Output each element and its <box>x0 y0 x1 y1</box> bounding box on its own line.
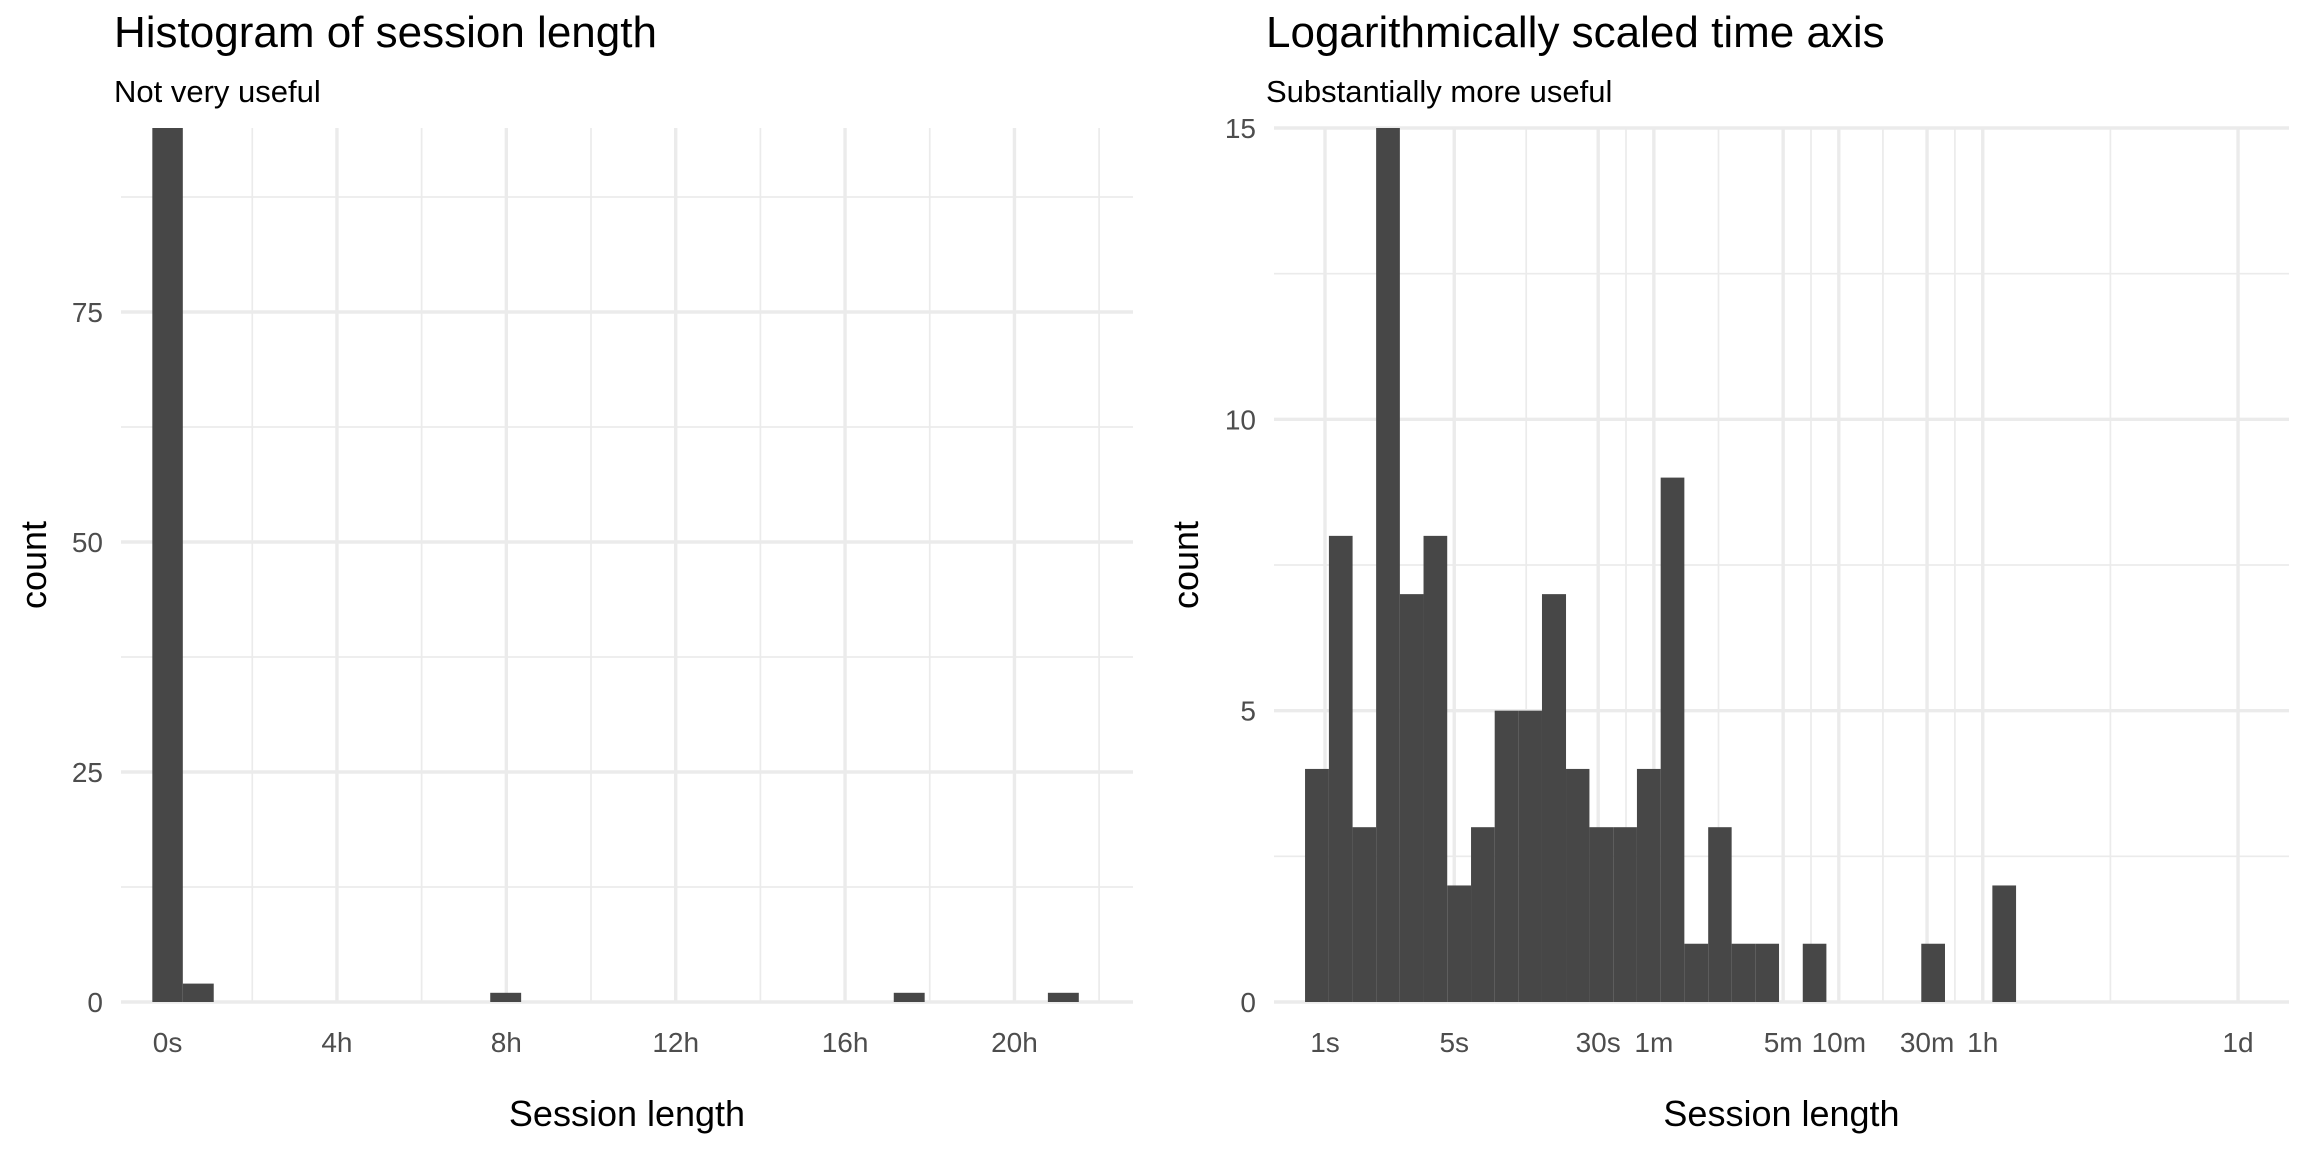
right-histogram-bar <box>1447 885 1472 1002</box>
left-x-tick-label: 16h <box>822 1027 869 1058</box>
right-histogram-bar <box>1494 710 1519 1002</box>
right-histogram-bar <box>1684 943 1709 1002</box>
right-histogram-bar <box>1518 710 1542 1002</box>
right-histogram-bar <box>1660 477 1685 1003</box>
right-x-tick-label: 1d <box>2222 1027 2253 1058</box>
left-chart-title: Histogram of session length <box>114 8 657 57</box>
left-x-tick-label: 20h <box>991 1027 1038 1058</box>
right-x-tick-label: 1h <box>1967 1027 1998 1058</box>
right-histogram-bar <box>1636 768 1661 1002</box>
right-chart-subtitle: Substantially more useful <box>1266 74 1613 109</box>
right-y-axis-title: count <box>1165 521 1206 609</box>
right-histogram-bar <box>1423 535 1448 1002</box>
left-x-tick-label: 4h <box>321 1027 352 1058</box>
right-histogram-bar <box>1328 535 1353 1002</box>
right-histogram-bar <box>1802 943 1827 1002</box>
left-y-tick-label: 0 <box>87 987 103 1018</box>
right-chart-title: Logarithmically scaled time axis <box>1266 8 1885 57</box>
right-histogram-bar <box>1755 943 1780 1002</box>
right-histogram-bar <box>1376 128 1400 1002</box>
left-histogram-bar <box>182 983 214 1002</box>
right-histogram-bar <box>1471 827 1495 1002</box>
right-histogram-bar <box>1352 827 1377 1002</box>
right-histogram-bar <box>1613 827 1637 1002</box>
right-x-tick-label: 30s <box>1576 1027 1621 1058</box>
right-histogram-bar <box>1305 768 1329 1002</box>
left-histogram-chart: 0 25 50 75 0s 4h 8h 12h 16h 20h Session length coun… <box>13 128 1133 1134</box>
right-x-tick-label: 5s <box>1439 1027 1469 1058</box>
right-histogram-bar <box>1708 827 1732 1002</box>
left-x-tick-label: 0s <box>153 1027 183 1058</box>
right-x-tick-label: 10m <box>1812 1027 1866 1058</box>
right-y-tick-label: 10 <box>1225 404 1256 435</box>
right-histogram-bar <box>1589 827 1614 1002</box>
left-histogram-bar <box>1047 992 1079 1002</box>
right-log-histogram-chart: 0 5 10 15 1s 5s 30s 1m 5m 10m 30m 1h 1d Session lengt… <box>1165 113 2289 1134</box>
right-x-tick-label: 30m <box>1900 1027 1954 1058</box>
right-histogram-bar <box>1731 943 1756 1002</box>
right-histogram-bar <box>1541 594 1567 1002</box>
right-histogram-bar <box>1399 594 1424 1002</box>
left-y-tick-label: 50 <box>72 527 103 558</box>
left-x-axis-title: Session length <box>509 1093 745 1134</box>
right-x-tick-label: 1m <box>1634 1027 1673 1058</box>
left-histogram-bar <box>152 128 183 1002</box>
right-y-tick-label: 0 <box>1240 987 1256 1018</box>
right-x-tick-label: 1s <box>1310 1027 1340 1058</box>
left-y-tick-label: 75 <box>72 297 103 328</box>
left-chart-subtitle: Not very useful <box>114 74 321 109</box>
left-y-axis-title: count <box>13 521 54 609</box>
left-y-tick-label: 25 <box>72 757 103 788</box>
left-histogram-bar <box>893 992 925 1002</box>
right-y-tick-label: 15 <box>1225 113 1256 144</box>
left-x-tick-label: 12h <box>652 1027 699 1058</box>
left-histogram-bar <box>490 992 522 1002</box>
right-x-tick-label: 5m <box>1764 1027 1803 1058</box>
right-histogram-bar <box>1566 768 1590 1002</box>
right-histogram-bar <box>1921 943 1945 1002</box>
right-x-axis-title: Session length <box>1663 1093 1899 1134</box>
left-x-tick-label: 8h <box>491 1027 522 1058</box>
right-y-tick-label: 5 <box>1240 696 1256 727</box>
right-histogram-bar <box>1992 885 2017 1002</box>
